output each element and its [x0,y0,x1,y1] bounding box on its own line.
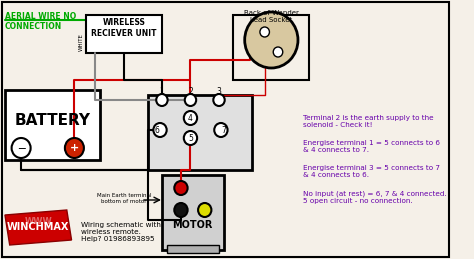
Bar [5,90,100,160]
Text: 1: 1 [160,87,164,96]
Text: Back of Wander
Lead Socket: Back of Wander Lead Socket [244,10,299,23]
Text: 7: 7 [221,126,226,134]
Circle shape [198,203,211,217]
Text: ─: ─ [18,143,25,153]
Text: AERIAL WIRE NO
CONNECTION: AERIAL WIRE NO CONNECTION [5,12,76,31]
Text: WIRELESS
RECIEVER UNIT: WIRELESS RECIEVER UNIT [91,18,156,38]
Text: Terminal 2 is the earth supply to the
solenoid - Check it!: Terminal 2 is the earth supply to the so… [303,115,433,128]
Text: Energise terminal 1 = 5 connects to 6
& 4 connects to 7.: Energise terminal 1 = 5 connects to 6 & … [303,140,440,153]
Text: WINCHMAX: WINCHMAX [7,222,69,233]
Text: Wiring schematic with
wireless remote.
Help? 01986893895: Wiring schematic with wireless remote. H… [81,222,161,242]
Circle shape [184,111,197,125]
Text: 4: 4 [188,113,193,123]
Text: BATTERY: BATTERY [15,112,91,127]
Text: 2: 2 [188,87,193,96]
Polygon shape [5,210,72,245]
Circle shape [154,123,167,137]
Circle shape [273,47,283,57]
Circle shape [174,181,188,195]
Circle shape [185,94,196,106]
Circle shape [214,123,228,137]
Text: 3: 3 [217,87,221,96]
Text: 6: 6 [155,126,160,134]
Circle shape [11,138,31,158]
Text: Main Earth terminal
bottom of motor: Main Earth terminal bottom of motor [97,193,151,204]
Circle shape [65,138,84,158]
Text: WHITE: WHITE [79,33,84,51]
Circle shape [174,203,188,217]
Text: 5: 5 [188,133,193,142]
Text: No input (at rest) = 6, 7 & 4 connected.
5 open circuit - no connection.: No input (at rest) = 6, 7 & 4 connected.… [303,190,447,204]
Text: Energise terminal 3 = 5 connects to 7
& 4 connects to 6.: Energise terminal 3 = 5 connects to 7 & … [303,165,440,178]
Circle shape [245,12,298,68]
Bar [86,15,162,53]
Bar [233,15,310,80]
Circle shape [156,94,168,106]
Text: +: + [70,143,79,153]
Text: MOTOR: MOTOR [172,220,212,230]
Circle shape [213,94,225,106]
Circle shape [184,131,197,145]
Bar [148,95,252,170]
Text: WWW: WWW [24,218,52,227]
Circle shape [260,27,269,37]
Bar [162,175,224,250]
Bar [167,245,219,253]
